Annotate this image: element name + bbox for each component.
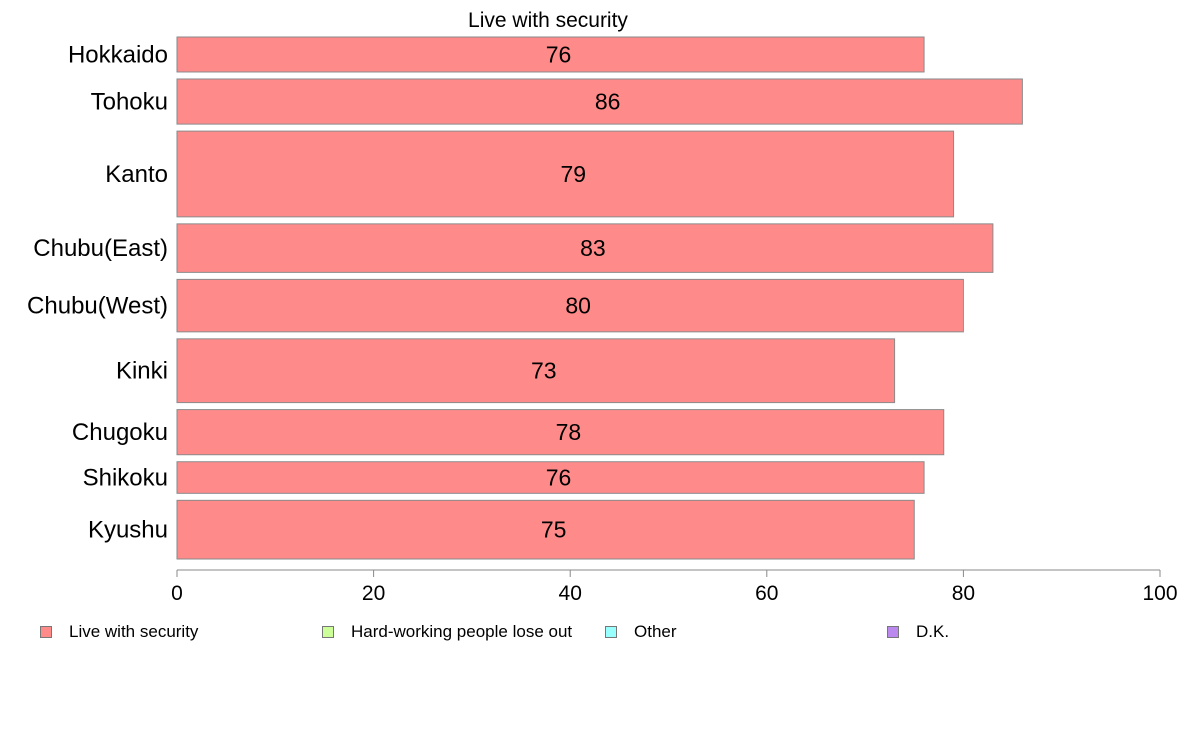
legend-swatch [887,626,899,638]
category-label: Kyushu [88,517,168,544]
x-tick-label: 20 [362,582,385,605]
x-axis: 0 20 40 60 80 100 [171,569,1178,605]
chart-title: Live with security [468,9,628,32]
legend-swatch [322,626,334,638]
bar-kyushu [176,499,915,560]
legend-item: D.K. [887,622,949,642]
legend-label: Other [634,622,677,641]
category-label: Chugoku [72,419,168,446]
legend-label: Hard-working people lose out [351,622,573,641]
bar-tohoku [176,78,1023,125]
category-label: Hokkaido [68,41,168,68]
bar-kinki [176,338,896,404]
legend-item: Other [605,622,677,642]
bar-value-label: 76 [546,41,572,67]
legend: Live with security Hard-working people lo… [0,622,1188,646]
x-tick-label: 80 [952,582,975,605]
legend-label: D.K. [916,622,950,641]
bar-hokkaido [176,36,925,73]
bar-value-label: 76 [546,465,572,491]
bar-value-label: 78 [556,419,582,445]
x-tick-label: 40 [559,582,582,605]
bar-chubu-east [176,223,994,273]
x-tick-label: 60 [755,582,778,605]
category-label: Kanto [105,161,168,188]
bars-layer: 76 Hokkaido 86 Tohoku 79 Kanto 83 Chubu(East) 80… [27,36,1023,560]
legend-swatch [605,626,617,638]
category-label: Tohoku [91,89,168,116]
bar-value-label: 83 [580,235,606,261]
bar-shikoku [176,461,925,494]
category-label: Chubu(West) [27,293,168,320]
category-label: Chubu(East) [33,235,168,262]
category-label: Shikoku [83,465,168,492]
bar-chugoku [176,409,945,456]
legend-label: Live with security [69,622,199,641]
x-tick-label: 0 [171,582,183,605]
legend-item: Live with security [40,622,198,642]
category-label: Kinki [116,358,168,385]
x-tick-label: 100 [1142,582,1177,605]
bar-value-label: 79 [560,161,586,187]
bar-value-label: 73 [531,358,557,384]
bar-kanto [176,130,955,218]
bar-value-label: 80 [565,293,591,319]
bar-value-label: 75 [541,517,567,543]
bar-value-label: 86 [595,89,621,115]
legend-swatch [40,626,52,638]
legend-item: Hard-working people lose out [322,622,572,642]
bar-chubu-west [176,278,964,333]
